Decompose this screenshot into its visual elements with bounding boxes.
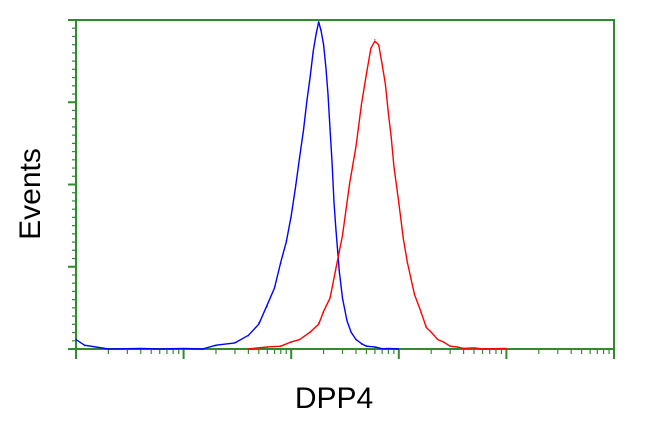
series-line-2: [248, 40, 507, 350]
series-2-point: [398, 203, 400, 205]
series-1-point: [299, 157, 301, 159]
series-2-point: [473, 347, 475, 349]
y-axis-label: Events: [14, 148, 47, 240]
series-2-point: [349, 183, 351, 186]
series-2-point: [393, 164, 395, 166]
series-2-point: [318, 322, 320, 324]
series-2-point: [370, 49, 372, 51]
series-2-point: [390, 137, 392, 139]
series-2-point: [437, 338, 439, 340]
series-1-point: [329, 128, 331, 130]
series-1-point: [338, 269, 340, 271]
series-1-point: [315, 32, 317, 34]
series-2-point: [402, 236, 404, 238]
series-1-point: [75, 338, 77, 340]
series-1-point: [381, 347, 383, 349]
series-1-point: [333, 200, 335, 202]
series-1-point: [247, 335, 249, 337]
series-2-point: [384, 85, 386, 87]
series-1-point: [215, 345, 217, 347]
series-2-point: [247, 348, 249, 350]
series-1-point: [335, 230, 337, 232]
series-1-point: [140, 348, 142, 350]
series-1-point: [331, 164, 333, 166]
series-1-point: [325, 65, 327, 67]
series-2-point: [341, 233, 344, 235]
axis-ticks: [68, 19, 615, 359]
series-1-point: [323, 45, 325, 47]
series-1-point: [318, 22, 320, 24]
series-1-point: [183, 348, 185, 350]
series-2-point: [309, 332, 311, 334]
series-2-point: [374, 39, 376, 41]
series-1-point: [327, 95, 329, 97]
series-1-point: [346, 318, 348, 320]
series-2-point: [463, 347, 465, 349]
series-2-point: [456, 346, 458, 348]
series-1-point: [387, 348, 389, 350]
series-lines: [75, 21, 507, 350]
series-2-point: [355, 144, 357, 146]
series-2-point: [430, 332, 432, 334]
series-2-point: [413, 292, 416, 294]
series-1-point: [398, 348, 400, 350]
series-2-point: [329, 295, 331, 297]
plot-frame: [75, 19, 615, 350]
series-2-point: [280, 345, 282, 347]
series-1-point: [280, 262, 282, 265]
series-1-point: [234, 341, 236, 343]
series-1-point: [320, 29, 322, 31]
series-1-point: [355, 338, 357, 340]
series-1-point: [302, 128, 305, 130]
series-2-point: [505, 348, 507, 350]
series-1-point: [341, 299, 344, 301]
series-line-1: [75, 21, 399, 350]
series-1-point: [290, 216, 292, 218]
series-2-point: [381, 62, 383, 64]
series-2-point: [299, 338, 301, 340]
x-axis-label: DPP4: [295, 382, 373, 415]
series-1-point: [285, 239, 287, 241]
series-2-point: [335, 269, 337, 271]
series-2-point: [378, 45, 380, 47]
series-2-point: [387, 111, 389, 113]
series-1-point: [273, 285, 276, 288]
series-2-point: [425, 325, 427, 327]
series-2-point: [481, 348, 484, 350]
series-1-point: [201, 348, 204, 350]
series-2-point: [406, 262, 408, 265]
series-1-point: [295, 183, 297, 186]
series-1-point: [350, 332, 352, 334]
series-2-point: [442, 341, 445, 343]
series-1-point: [159, 348, 161, 350]
series-2-point: [365, 72, 367, 74]
series-2-point: [323, 312, 325, 314]
series-1-point: [83, 345, 86, 347]
series-1-point: [365, 345, 367, 347]
plot-border: [75, 19, 615, 350]
series-1-point: [107, 348, 109, 350]
series-1-point: [374, 346, 376, 348]
series-2-point: [360, 104, 363, 107]
series-1-point: [306, 101, 308, 103]
series-1-point: [266, 305, 268, 307]
series-1-point: [309, 75, 311, 77]
series-2-point: [449, 345, 451, 347]
series-2-point: [266, 346, 268, 348]
series-1-point: [360, 343, 363, 345]
series-1-point: [312, 52, 314, 54]
series-2-point: [290, 341, 292, 343]
series-1-point: [258, 322, 260, 324]
series-2-point: [420, 312, 422, 314]
